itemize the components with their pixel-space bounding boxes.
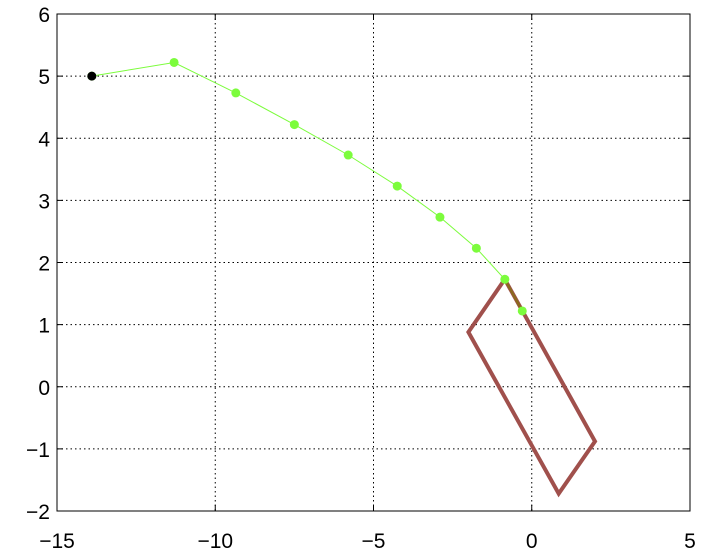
trajectory-line (91, 61, 523, 312)
link-segment (503, 278, 524, 312)
trajectory-point (343, 150, 353, 160)
y-tick-label: 5 (38, 66, 50, 89)
x-tick-label: 0 (526, 530, 538, 553)
trajectory-point (500, 274, 510, 284)
y-tick-label: 2 (38, 253, 50, 276)
y-tick-label: −1 (26, 439, 50, 462)
y-tick-label: 1 (38, 315, 50, 338)
x-tick-label: −15 (39, 530, 75, 553)
grid-lines (57, 14, 690, 511)
y-tick-label: 0 (38, 377, 50, 400)
body-outline-polygon (466, 275, 598, 498)
y-tick-label: 4 (38, 128, 50, 151)
x-axis-tick-labels: −15 −10 −5 0 5 (39, 530, 696, 553)
plot-series (87, 57, 598, 498)
trajectory-point (471, 243, 481, 253)
trajectory-point (392, 181, 402, 191)
x-tick-label: 5 (684, 530, 696, 553)
x-tick-label: −10 (197, 530, 233, 553)
trajectory-point (517, 306, 527, 316)
trajectory-point (289, 120, 299, 130)
axis-ticks (56, 13, 691, 512)
trajectory-point (231, 88, 241, 98)
trajectory-point (169, 57, 179, 67)
y-tick-label: 3 (38, 190, 50, 213)
y-tick-label: 6 (38, 4, 50, 27)
y-tick-label: −2 (26, 501, 50, 524)
x-tick-label: −5 (362, 530, 386, 553)
start-point (87, 71, 97, 81)
y-axis-tick-labels: −2 −1 0 1 2 3 4 5 6 (26, 4, 50, 524)
trajectory-point (435, 212, 445, 222)
